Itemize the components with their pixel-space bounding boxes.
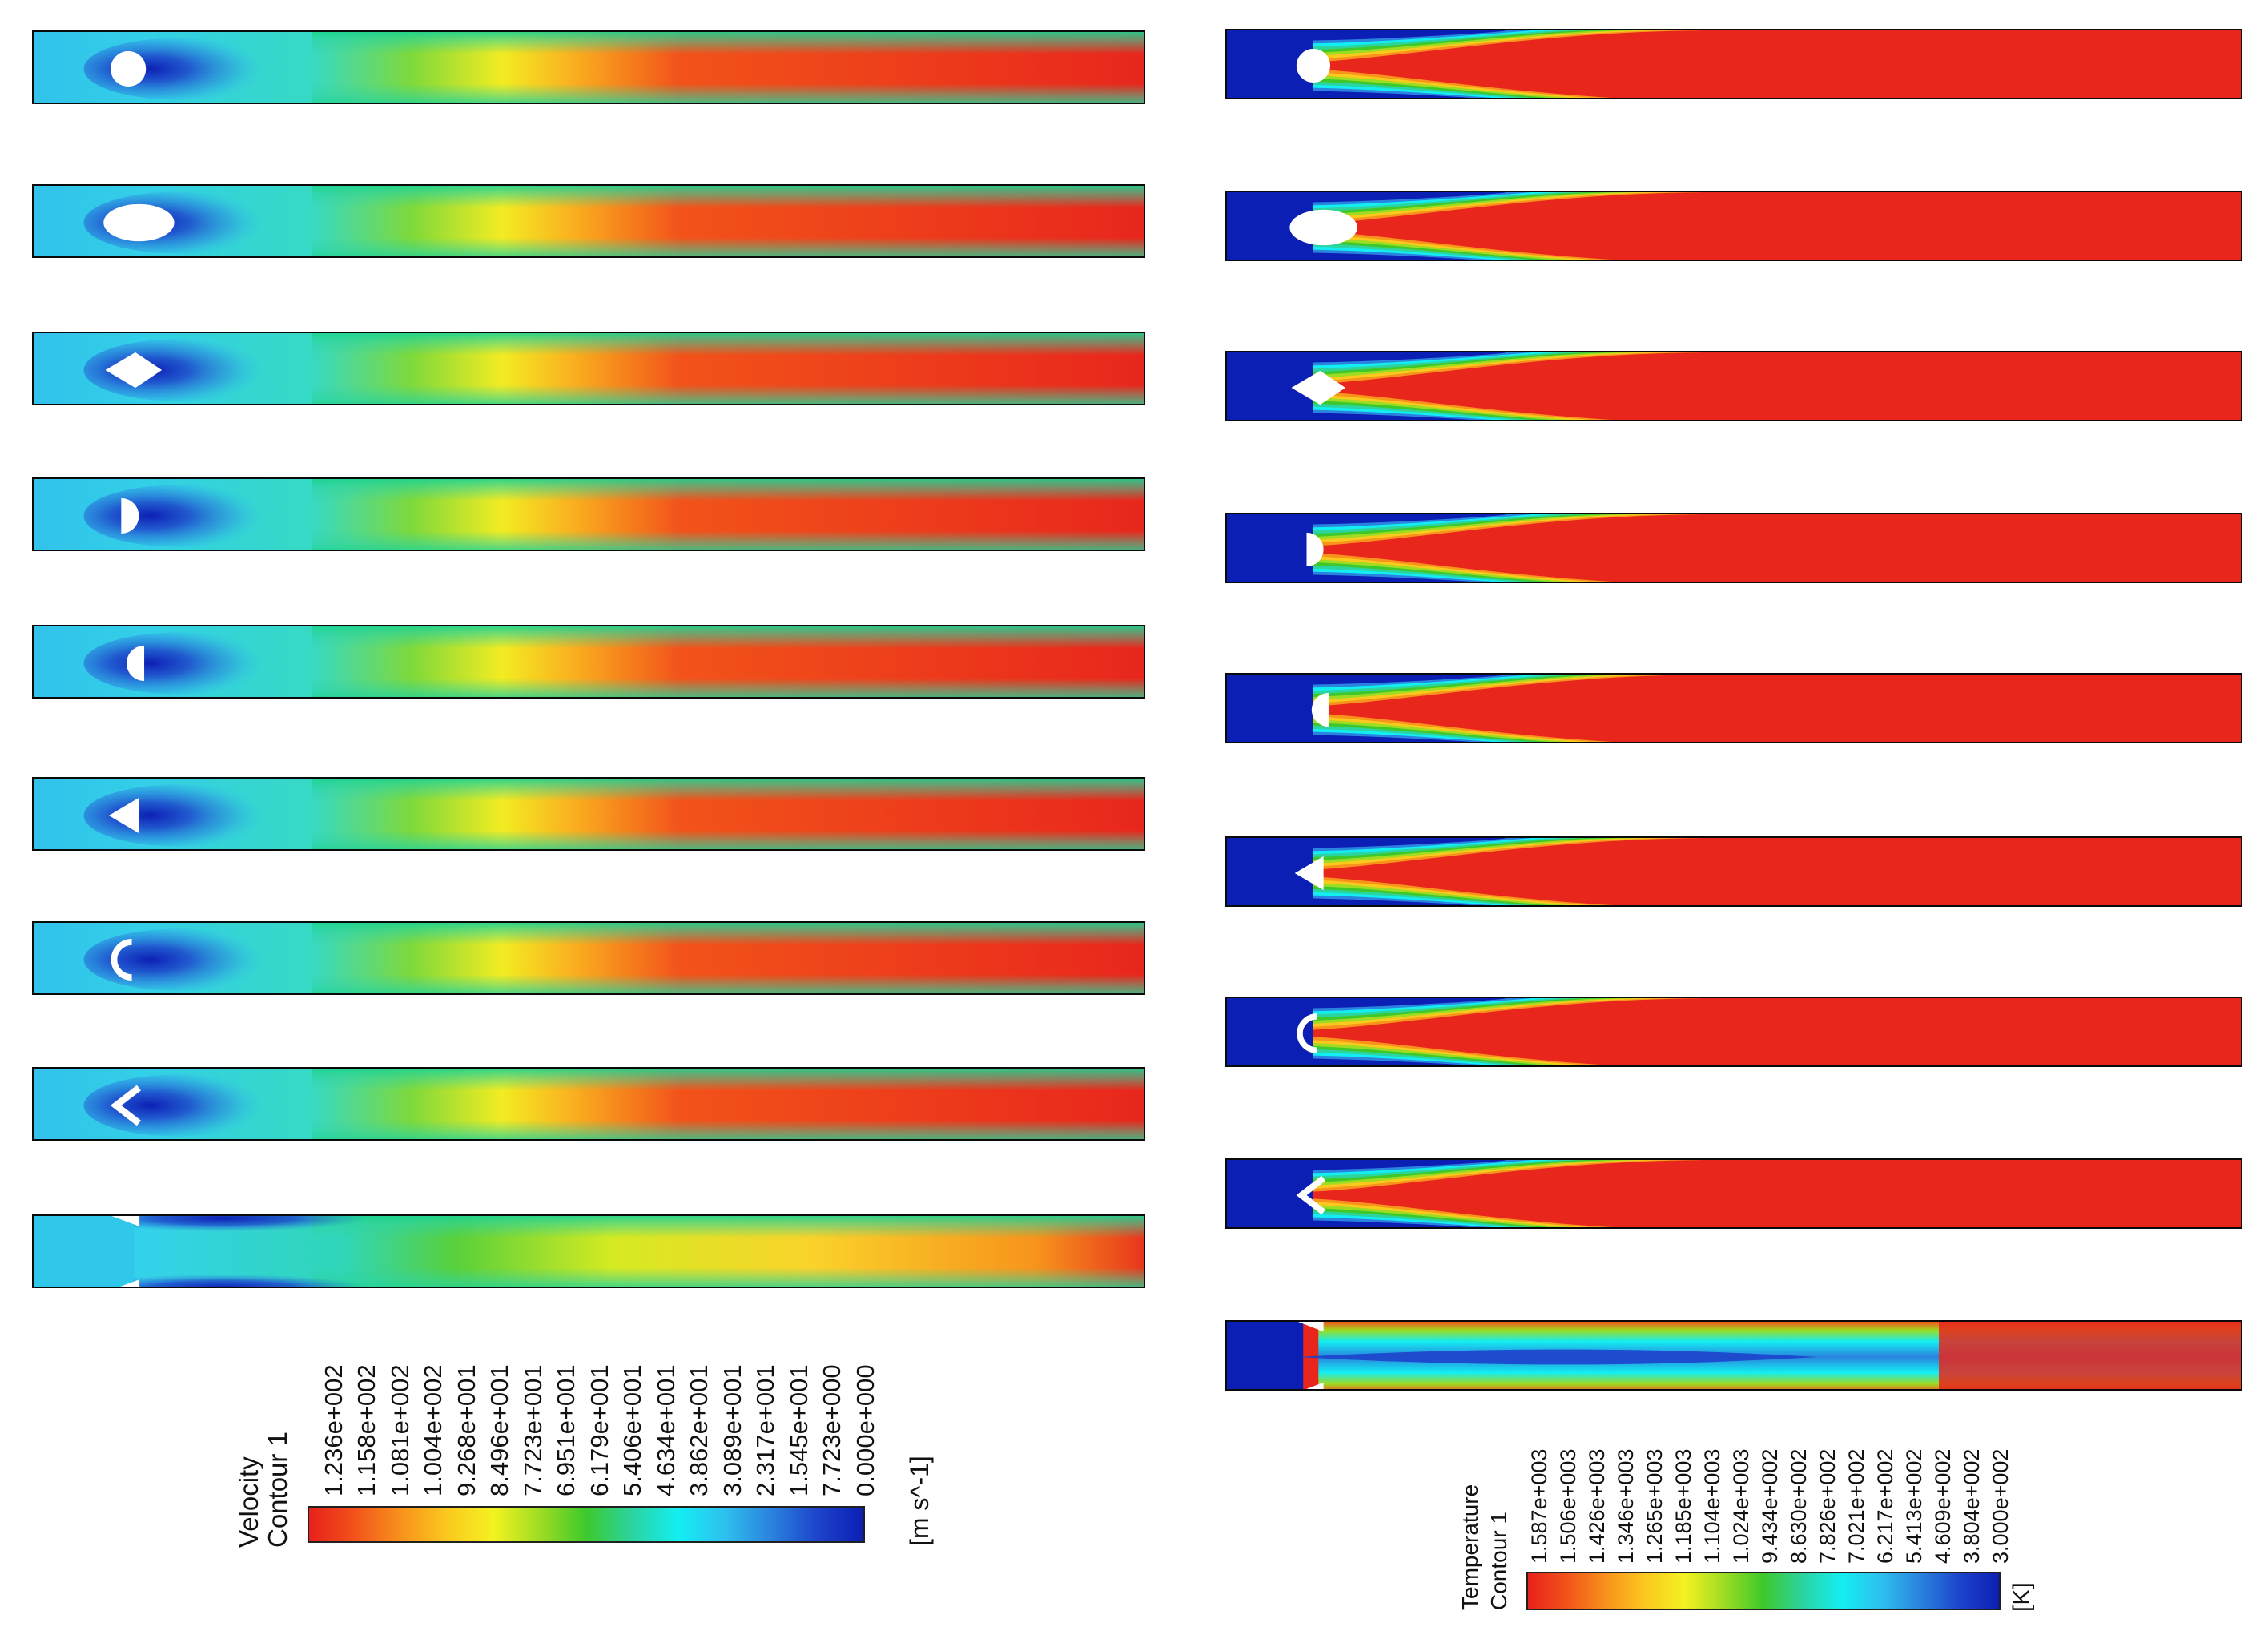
tick-label: 6.179e+001 bbox=[585, 1364, 613, 1496]
temperature-contour-plot bbox=[1227, 514, 2241, 582]
velocity-contour-strip-wall-constriction bbox=[32, 1214, 1145, 1288]
tick-label: 1.024e+003 bbox=[1728, 1448, 1753, 1564]
tick-label: 7.723e+001 bbox=[518, 1364, 547, 1496]
velocity-contour-strip-circle bbox=[32, 30, 1145, 104]
tick-label: 1.158e+002 bbox=[352, 1364, 380, 1496]
velocity-contour-plot bbox=[34, 333, 1144, 404]
tick-label: 9.268e+001 bbox=[452, 1364, 481, 1496]
velocity-contour-strip-diamond bbox=[32, 332, 1145, 405]
tick-label: 1.236e+002 bbox=[319, 1364, 348, 1496]
obstacle-circle bbox=[111, 50, 147, 87]
tick-label: 2.317e+001 bbox=[751, 1364, 779, 1496]
temperature-legend-unit: [K] bbox=[2009, 1582, 2035, 1612]
tick-label: 9.434e+002 bbox=[1757, 1448, 1782, 1564]
tick-label: 1.004e+002 bbox=[419, 1364, 447, 1496]
velocity-contour-strip-concave-arc bbox=[32, 921, 1145, 995]
velocity-contour-strip-ellipse bbox=[32, 184, 1145, 258]
tick-label: 1.265e+003 bbox=[1642, 1448, 1667, 1564]
velocity-contour-plot bbox=[34, 923, 1144, 993]
tick-label: 4.634e+001 bbox=[651, 1364, 680, 1496]
obstacle-concave-arc bbox=[111, 939, 132, 981]
obstacle-semicircle-flat-front bbox=[121, 497, 139, 534]
obstacle-concave-arc bbox=[1297, 1013, 1317, 1053]
obstacle-diamond bbox=[105, 352, 163, 389]
obstacle-ellipse bbox=[1289, 209, 1357, 246]
tick-label: 1.346e+003 bbox=[1613, 1448, 1638, 1564]
temperature-contour-strip-semicircle-flat-back bbox=[1225, 673, 2242, 743]
temperature-contour-plot bbox=[1227, 1160, 2241, 1227]
tick-label: 7.021e+002 bbox=[1844, 1448, 1868, 1564]
tick-label: 7.723e+000 bbox=[818, 1364, 846, 1496]
obstacle-semicircle-flat-back bbox=[126, 645, 145, 682]
obstacle-circle bbox=[1296, 48, 1331, 83]
obstacle-semicircle-flat-back bbox=[1311, 692, 1329, 727]
obstacle-chevron bbox=[1296, 1175, 1326, 1215]
temperature-contour-strip-ellipse bbox=[1225, 191, 2242, 261]
tick-label: 5.406e+001 bbox=[618, 1364, 646, 1496]
temperature-contour-plot bbox=[1227, 675, 2241, 742]
tick-label: 1.587e+003 bbox=[1526, 1448, 1551, 1564]
obstacle-triangle-apex-upstream bbox=[1294, 856, 1324, 891]
tick-label: 1.081e+002 bbox=[385, 1364, 414, 1496]
temperature-colorbar bbox=[1526, 1572, 2001, 1610]
temperature-contour-plot bbox=[1227, 352, 2241, 420]
velocity-contour-strip-semicircle-flat-front bbox=[32, 477, 1145, 551]
tick-label: 1.104e+003 bbox=[1699, 1448, 1724, 1564]
temperature-contour-strip-concave-arc bbox=[1225, 997, 2242, 1067]
velocity-contour-plot bbox=[34, 1069, 1144, 1139]
velocity-contour-strip-chevron bbox=[32, 1067, 1145, 1141]
tick-label: 4.609e+002 bbox=[1930, 1448, 1955, 1564]
velocity-colorbar bbox=[308, 1506, 865, 1543]
obstacle-ellipse bbox=[103, 203, 175, 242]
temperature-contour-strip-chevron bbox=[1225, 1158, 2242, 1229]
temperature-contour-strip-diamond bbox=[1225, 351, 2242, 421]
tick-label: 8.630e+002 bbox=[1786, 1448, 1811, 1564]
tick-label: 7.826e+002 bbox=[1815, 1448, 1840, 1564]
tick-label: 1.545e+001 bbox=[784, 1364, 813, 1496]
velocity-legend-unit: [m s^-1] bbox=[905, 1456, 934, 1546]
tick-label: 6.217e+002 bbox=[1872, 1448, 1897, 1564]
tick-label: 3.089e+001 bbox=[718, 1364, 746, 1496]
temperature-contour-strip-semicircle-flat-front bbox=[1225, 513, 2242, 583]
velocity-legend-subtitle: Contour 1 bbox=[263, 1432, 292, 1548]
tick-label: 3.862e+001 bbox=[685, 1364, 713, 1496]
obstacle-semicircle-flat-front bbox=[1306, 532, 1324, 567]
velocity-legend-title: Velocity bbox=[234, 1456, 263, 1548]
temperature-legend-subtitle: Contour 1 bbox=[1486, 1512, 1511, 1610]
tick-label: 8.496e+001 bbox=[485, 1364, 513, 1496]
tick-label: 5.413e+002 bbox=[1901, 1448, 1926, 1564]
velocity-contour-plot bbox=[34, 479, 1144, 550]
velocity-contour-plot bbox=[34, 32, 1144, 103]
velocity-contour-plot bbox=[34, 1216, 1144, 1287]
tick-label: 6.951e+001 bbox=[552, 1364, 580, 1496]
tick-label: 0.000e+000 bbox=[850, 1364, 879, 1496]
temperature-contour-strip-triangle-apex-upstream bbox=[1225, 836, 2242, 907]
temperature-legend-title: Temperature bbox=[1458, 1484, 1482, 1610]
tick-label: 1.185e+003 bbox=[1671, 1448, 1695, 1564]
tick-label: 3.804e+002 bbox=[1959, 1448, 1984, 1564]
velocity-contour-plot bbox=[34, 779, 1144, 849]
temperature-contour-plot bbox=[1227, 1322, 2241, 1389]
temperature-contour-plot bbox=[1227, 192, 2241, 260]
obstacle-chevron bbox=[110, 1085, 141, 1126]
tick-label: 1.426e+003 bbox=[1584, 1448, 1609, 1564]
tick-label: 1.506e+003 bbox=[1555, 1448, 1580, 1564]
velocity-contour-strip-semicircle-flat-back bbox=[32, 625, 1145, 699]
velocity-contour-plot bbox=[34, 626, 1144, 697]
velocity-contour-plot bbox=[34, 186, 1144, 256]
tick-label: 3.000e+002 bbox=[1988, 1448, 2013, 1564]
temperature-contour-plot bbox=[1227, 998, 2241, 1065]
temperature-contour-plot bbox=[1227, 30, 2241, 98]
obstacle-diamond bbox=[1291, 370, 1346, 405]
temperature-contour-plot bbox=[1227, 838, 2241, 905]
temperature-contour-strip-wall-constriction bbox=[1225, 1320, 2242, 1391]
velocity-contour-strip-triangle-apex-upstream bbox=[32, 777, 1145, 851]
obstacle-triangle-apex-upstream bbox=[108, 797, 139, 834]
temperature-contour-strip-circle bbox=[1225, 29, 2242, 99]
